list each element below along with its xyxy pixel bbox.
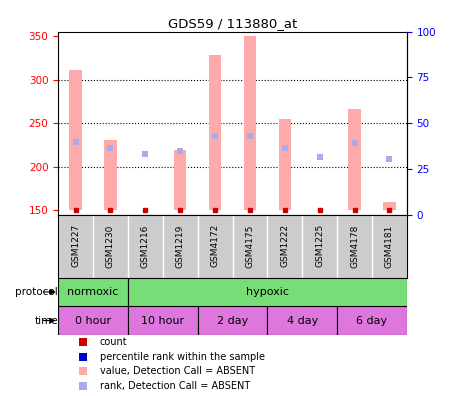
Text: GSM4181: GSM4181 xyxy=(385,224,394,268)
Bar xyxy=(209,55,221,210)
Bar xyxy=(174,150,186,210)
Text: 4 day: 4 day xyxy=(286,316,318,326)
Text: GSM1216: GSM1216 xyxy=(141,224,150,268)
Text: percentile rank within the sample: percentile rank within the sample xyxy=(100,352,265,362)
Bar xyxy=(348,109,361,210)
Bar xyxy=(58,278,128,306)
Bar xyxy=(337,306,407,335)
Bar xyxy=(198,306,267,335)
Text: value, Detection Call = ABSENT: value, Detection Call = ABSENT xyxy=(100,366,255,377)
Bar xyxy=(244,36,256,210)
Text: GSM1219: GSM1219 xyxy=(176,224,185,268)
Bar xyxy=(128,278,407,306)
Text: GSM1225: GSM1225 xyxy=(315,224,324,267)
Text: 10 hour: 10 hour xyxy=(141,316,184,326)
Text: GSM1230: GSM1230 xyxy=(106,224,115,268)
Bar xyxy=(69,70,82,210)
Bar xyxy=(58,306,128,335)
Bar xyxy=(128,306,198,335)
Text: 2 day: 2 day xyxy=(217,316,248,326)
Text: GSM4178: GSM4178 xyxy=(350,224,359,268)
Bar xyxy=(267,306,337,335)
Bar xyxy=(383,202,396,210)
Text: hypoxic: hypoxic xyxy=(246,287,289,297)
Text: count: count xyxy=(100,337,127,347)
Text: 6 day: 6 day xyxy=(357,316,387,326)
Title: GDS59 / 113880_at: GDS59 / 113880_at xyxy=(168,17,297,30)
Text: normoxic: normoxic xyxy=(67,287,119,297)
Bar xyxy=(279,119,291,210)
Text: rank, Detection Call = ABSENT: rank, Detection Call = ABSENT xyxy=(100,381,250,391)
Text: GSM1227: GSM1227 xyxy=(71,224,80,267)
Text: 0 hour: 0 hour xyxy=(75,316,111,326)
Text: GSM4175: GSM4175 xyxy=(246,224,254,268)
Text: GSM1222: GSM1222 xyxy=(280,224,289,267)
Text: protocol: protocol xyxy=(15,287,58,297)
Text: GSM4172: GSM4172 xyxy=(211,224,219,267)
Bar xyxy=(104,140,117,210)
Text: time: time xyxy=(34,316,58,326)
